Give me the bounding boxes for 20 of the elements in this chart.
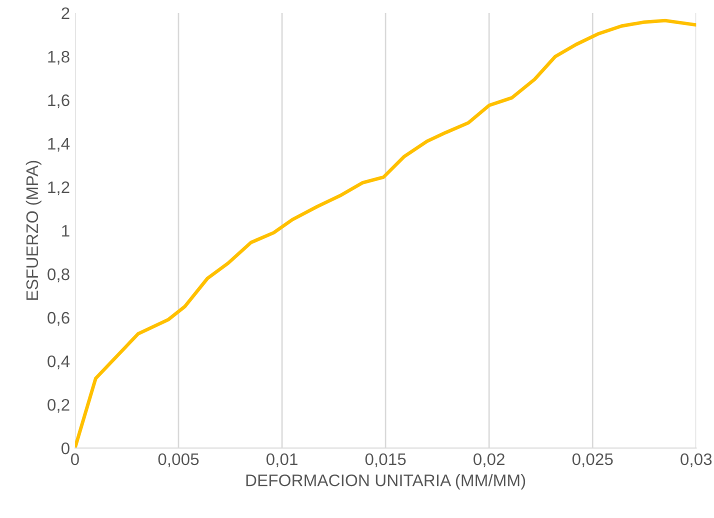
- x-tick-label: 0,025: [572, 453, 613, 468]
- x-axis-title: DEFORMACION UNITARIA (MM/MM): [246, 474, 526, 490]
- y-tick-label: 1,2: [48, 181, 70, 196]
- x-tick-label: 0: [70, 453, 79, 466]
- y-tick-label: 2: [62, 7, 70, 19]
- x-tick-label: 0,005: [158, 453, 199, 468]
- y-tick-label: 0,8: [48, 268, 70, 282]
- x-tick-label: 0,015: [365, 453, 406, 468]
- x-tick-label: 0,03: [680, 453, 712, 468]
- y-tick-label: 1,4: [48, 138, 70, 152]
- y-tick-label: 0,4: [48, 355, 70, 370]
- y-tick-label: 0,2: [48, 398, 70, 413]
- y-tick-label: 0,6: [48, 312, 70, 326]
- x-tick-label: 0,02: [474, 453, 504, 468]
- y-tick-label: 1: [62, 225, 70, 237]
- y-tick-label: 1,8: [48, 50, 70, 65]
- y-axis-title: ESFUERZO (MPA): [26, 160, 42, 300]
- y-tick-label: 1,6: [48, 94, 70, 108]
- y-tick-label: 0: [61, 442, 70, 454]
- x-tick-label: 0,01: [266, 453, 298, 468]
